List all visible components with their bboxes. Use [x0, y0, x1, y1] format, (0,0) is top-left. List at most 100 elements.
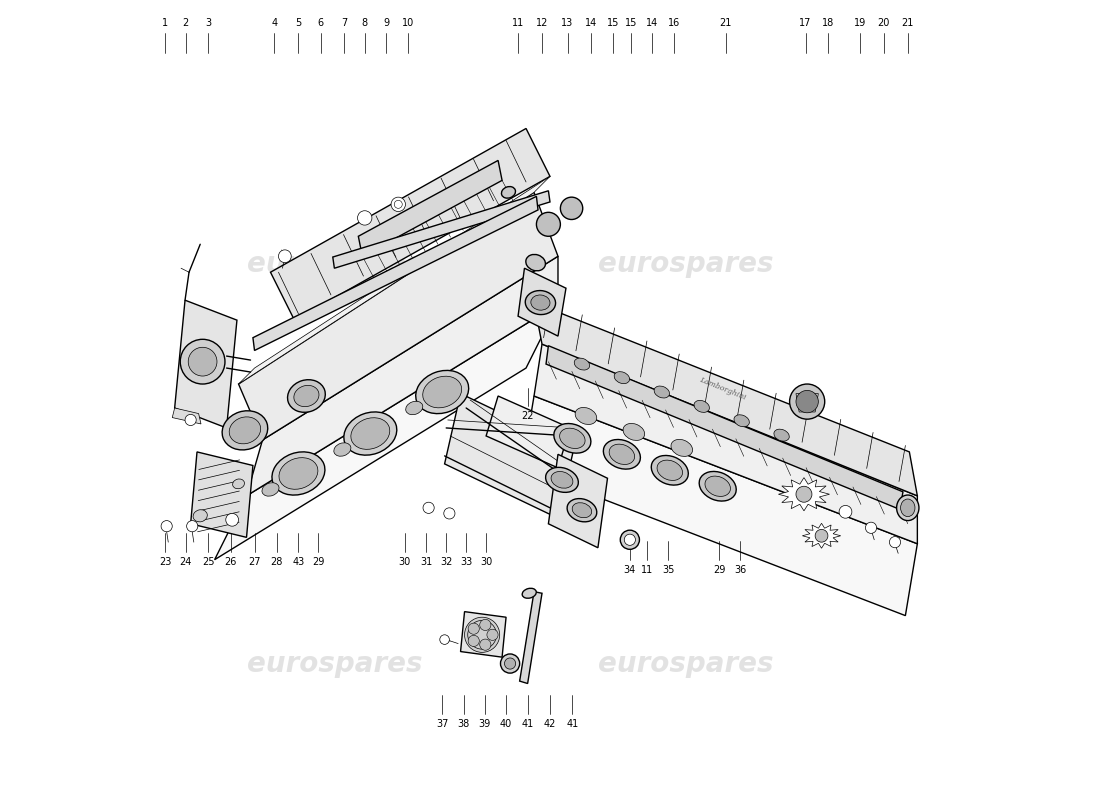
Ellipse shape [406, 402, 422, 414]
Ellipse shape [333, 443, 351, 456]
Circle shape [443, 508, 455, 519]
Ellipse shape [572, 502, 592, 518]
Text: 38: 38 [458, 718, 470, 729]
Polygon shape [444, 394, 574, 518]
Text: 39: 39 [478, 718, 491, 729]
Ellipse shape [194, 510, 207, 522]
Circle shape [185, 414, 196, 426]
Polygon shape [779, 478, 829, 511]
Ellipse shape [705, 476, 730, 497]
Ellipse shape [575, 407, 596, 425]
Circle shape [394, 200, 403, 208]
Circle shape [226, 514, 239, 526]
Text: 40: 40 [500, 718, 513, 729]
Ellipse shape [526, 290, 556, 314]
Circle shape [469, 623, 480, 634]
Ellipse shape [279, 458, 318, 490]
Circle shape [537, 212, 560, 236]
Ellipse shape [896, 495, 918, 521]
Circle shape [392, 197, 406, 211]
Circle shape [620, 530, 639, 550]
Ellipse shape [526, 254, 546, 271]
Text: 30: 30 [480, 557, 492, 566]
Circle shape [480, 619, 491, 630]
Polygon shape [246, 256, 558, 496]
Ellipse shape [351, 418, 389, 450]
Polygon shape [175, 300, 236, 428]
Text: 14: 14 [646, 18, 658, 28]
Circle shape [187, 521, 198, 532]
Polygon shape [461, 612, 506, 657]
Circle shape [790, 384, 825, 419]
Circle shape [464, 618, 499, 652]
Polygon shape [802, 523, 840, 548]
Text: 18: 18 [822, 18, 834, 28]
Text: 21: 21 [902, 18, 914, 28]
Text: 33: 33 [460, 557, 472, 566]
Circle shape [839, 506, 851, 518]
Text: 31: 31 [420, 557, 432, 566]
Text: 15: 15 [607, 18, 619, 28]
Circle shape [469, 635, 480, 646]
Text: 30: 30 [398, 557, 410, 566]
Text: 5: 5 [295, 18, 301, 28]
Text: eurospares: eurospares [246, 650, 422, 678]
Ellipse shape [609, 444, 635, 465]
Circle shape [815, 530, 828, 542]
Text: 28: 28 [271, 557, 283, 566]
Text: 29: 29 [713, 565, 726, 574]
Circle shape [866, 522, 877, 534]
Ellipse shape [229, 417, 261, 444]
Text: 3: 3 [205, 18, 211, 28]
Ellipse shape [262, 482, 279, 496]
Polygon shape [173, 408, 201, 424]
Text: 8: 8 [362, 18, 367, 28]
Ellipse shape [551, 471, 573, 488]
Text: 29: 29 [312, 557, 324, 566]
Polygon shape [271, 129, 550, 320]
Polygon shape [359, 161, 502, 256]
Ellipse shape [553, 423, 591, 453]
Text: 36: 36 [734, 565, 746, 574]
Ellipse shape [574, 358, 590, 370]
Text: 21: 21 [719, 18, 732, 28]
Text: 25: 25 [202, 557, 215, 566]
Text: 7: 7 [341, 18, 348, 28]
Text: 16: 16 [668, 18, 680, 28]
Text: 4: 4 [272, 18, 277, 28]
Ellipse shape [568, 498, 597, 522]
Circle shape [161, 521, 173, 532]
Polygon shape [546, 346, 903, 510]
Ellipse shape [694, 401, 710, 412]
Polygon shape [522, 396, 917, 616]
Text: 35: 35 [662, 565, 674, 574]
Circle shape [480, 639, 491, 650]
Text: 26: 26 [224, 557, 236, 566]
Ellipse shape [671, 439, 693, 457]
Ellipse shape [232, 479, 244, 489]
Text: 34: 34 [624, 565, 636, 574]
Circle shape [180, 339, 226, 384]
Polygon shape [796, 394, 818, 412]
Polygon shape [190, 452, 253, 538]
Ellipse shape [654, 386, 670, 398]
Ellipse shape [901, 499, 915, 517]
Circle shape [625, 534, 636, 546]
Text: eurospares: eurospares [598, 250, 773, 278]
Text: 22: 22 [521, 411, 534, 421]
Ellipse shape [651, 455, 689, 485]
Polygon shape [518, 268, 567, 336]
Circle shape [358, 210, 372, 225]
Ellipse shape [603, 439, 640, 469]
Polygon shape [239, 176, 550, 384]
Polygon shape [333, 190, 550, 268]
Polygon shape [534, 302, 917, 496]
Text: 20: 20 [878, 18, 890, 28]
Polygon shape [253, 196, 538, 350]
Circle shape [500, 654, 519, 673]
Polygon shape [534, 344, 917, 544]
Text: 6: 6 [318, 18, 323, 28]
Ellipse shape [560, 428, 585, 449]
Text: 10: 10 [402, 18, 414, 28]
Ellipse shape [422, 376, 462, 408]
